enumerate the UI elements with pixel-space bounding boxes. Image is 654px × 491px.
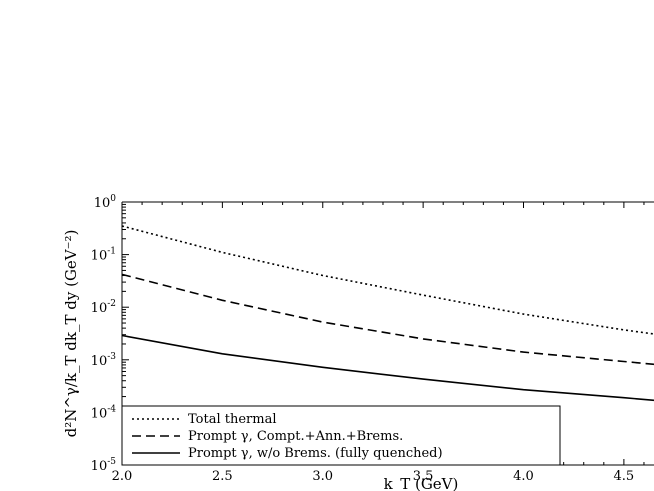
x-axis-ticks: 2.0 2.5 3.0 3.5 4.0 4.5	[112, 202, 645, 484]
y-tick-label: 10-4	[91, 404, 117, 421]
y-tick-label: 10-3	[91, 352, 117, 369]
y-tick-label: 100	[94, 194, 117, 211]
series-line-3	[121, 334, 654, 402]
legend: Total thermal Prompt γ, Compt.+Ann.+Brems…	[121, 405, 561, 466]
y-tick-label: 10-1	[91, 247, 116, 264]
x-tick-label: 2.5	[212, 469, 233, 484]
x-tick-label: 3.5	[413, 469, 434, 484]
series-layer	[121, 225, 654, 402]
x-tick-label: 4.0	[513, 469, 534, 484]
series-line-2	[121, 273, 654, 366]
x-axis-label: k_T (GeV)	[384, 475, 459, 491]
x-tick-label: 4.5	[614, 469, 635, 484]
series-line-1	[121, 225, 654, 335]
legend-label-2: Prompt γ, Compt.+Ann.+Brems.	[188, 429, 403, 444]
x-tick-label: 2.0	[112, 469, 133, 484]
y-tick-label: 10-5	[91, 457, 117, 474]
y-axis-label: d²N^γ/k_T dk_T dy (GeV⁻²)	[62, 230, 80, 438]
legend-box	[121, 405, 561, 466]
y-tick-label: 10-2	[91, 299, 116, 316]
legend-label-3: Prompt γ, w/o Brems. (fully quenched)	[188, 446, 443, 461]
legend-label-1: Total thermal	[188, 412, 277, 427]
x-tick-label: 3.0	[312, 469, 333, 484]
